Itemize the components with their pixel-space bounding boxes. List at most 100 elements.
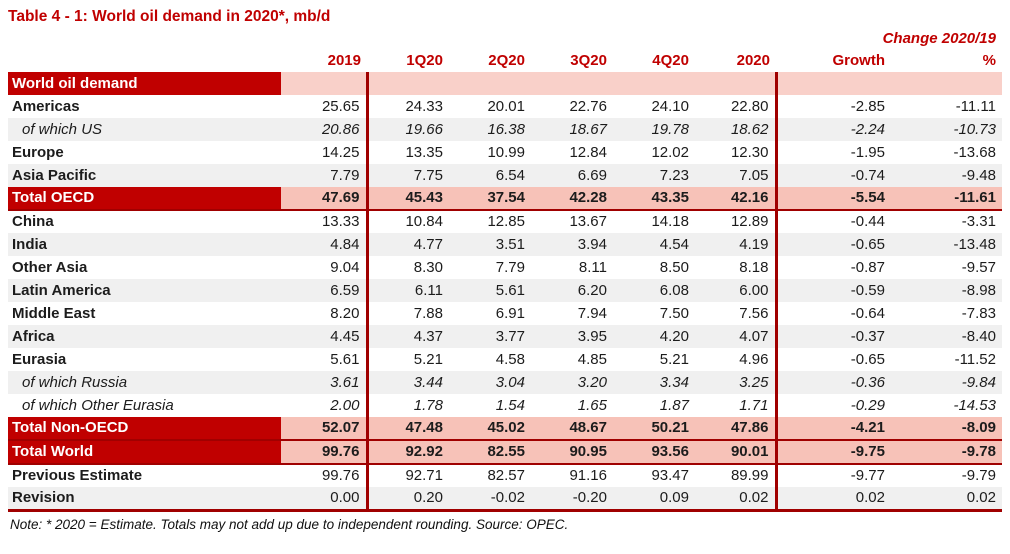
- value-cell: 90.01: [695, 440, 778, 465]
- value-cell: 1.71: [695, 394, 778, 417]
- value-cell: 1.87: [659, 396, 689, 414]
- row-label: Eurasia: [12, 350, 67, 368]
- table-row: Other Asia 9.04 8.30 7.79 8.11 8.50 8.18 -0.87 -…: [8, 256, 1002, 279]
- value-cell: -0.20: [531, 487, 613, 511]
- column-header: 1Q20: [406, 52, 443, 69]
- value-cell: 50.21: [613, 417, 695, 441]
- value-cell: 3.20: [531, 371, 613, 394]
- section-header-row: World oil demand: [8, 72, 1002, 95]
- value-cell: 6.69: [531, 164, 613, 187]
- value-cell: 7.94: [577, 304, 607, 322]
- value-cell: 12.89: [695, 210, 778, 233]
- table-row: Latin America 6.59 6.11 5.61 6.20 6.08 6.00 -0.…: [8, 279, 1002, 302]
- value-cell: 3.25: [695, 371, 778, 394]
- table-row: China 13.33 10.84 12.85 13.67 14.18 12.89 -0.44…: [8, 210, 1002, 233]
- table-row: Previous Estimate 99.76 92.71 82.57 91.16 93.…: [8, 464, 1002, 487]
- column-header: 4Q20: [652, 52, 689, 69]
- value-cell: 99.76: [281, 464, 369, 487]
- value-cell: 92.92: [367, 440, 449, 465]
- value-cell: 13.33: [281, 210, 369, 233]
- column-header: 2Q20: [488, 52, 525, 69]
- value-cell: 6.54: [449, 164, 531, 187]
- value-cell: 3.04: [449, 371, 531, 394]
- value-cell: 20.01: [487, 97, 525, 115]
- table-row: Middle East 8.20 7.88 6.91 7.94 7.50 7.56 -0.64…: [8, 302, 1002, 325]
- value-cell: -14.53: [953, 396, 996, 414]
- value-cell: 52.07: [281, 417, 369, 441]
- value-cell: -5.54: [776, 187, 891, 211]
- value-cell: 7.75: [367, 164, 449, 187]
- table-row: Eurasia 5.61 5.21 4.58 4.85 5.21 4.96 -0.65 -11.…: [8, 348, 1002, 371]
- value-cell: 8.30: [413, 258, 443, 276]
- value-cell: 5.21: [659, 350, 689, 368]
- column-header: %: [982, 52, 996, 69]
- value-cell: 22.80: [695, 95, 778, 118]
- section-header-cell: [695, 72, 778, 95]
- value-cell: 10.84: [405, 213, 443, 230]
- value-cell: 99.76: [281, 440, 369, 465]
- value-cell: 24.10: [651, 97, 689, 115]
- value-cell: 24.33: [405, 97, 443, 115]
- column-header: Growth: [832, 52, 886, 69]
- value-cell: -0.29: [850, 396, 885, 414]
- table-row: Africa 4.45 4.37 3.77 3.95 4.20 4.07 -0.37 -8.40: [8, 325, 1002, 348]
- row-label: of which US: [8, 118, 281, 141]
- value-cell: 1.78: [413, 396, 443, 414]
- value-cell: 20.86: [281, 118, 369, 141]
- value-cell: 0.02: [776, 487, 891, 511]
- value-cell: -2.85: [850, 97, 885, 115]
- row-label: Previous Estimate: [12, 467, 143, 484]
- value-cell: -0.65: [850, 350, 885, 368]
- value-cell: 19.78: [613, 118, 695, 141]
- value-cell: 0.20: [367, 487, 449, 511]
- value-cell: 42.16: [695, 187, 778, 211]
- value-cell: 48.67: [531, 417, 613, 441]
- value-cell: 91.16: [569, 467, 607, 484]
- value-cell: 4.45: [281, 325, 369, 348]
- value-cell: 3.95: [531, 325, 613, 348]
- value-cell: -1.95: [850, 143, 885, 161]
- report-page: Table 4 - 1: World oil demand in 2020*, …: [8, 8, 1002, 532]
- value-cell: -9.77: [850, 467, 885, 484]
- section-header-cell: [367, 72, 449, 95]
- section-header-cell: [891, 72, 1002, 95]
- value-cell: 4.37: [367, 325, 449, 348]
- value-cell: 13.67: [569, 213, 607, 230]
- value-cell: 14.18: [651, 213, 689, 230]
- value-cell: 18.62: [695, 118, 778, 141]
- row-label: Revision: [8, 487, 281, 511]
- row-label: Total World: [8, 440, 281, 465]
- value-cell: 6.11: [367, 279, 449, 302]
- change-header-row: Change 2020/19: [8, 30, 1002, 50]
- value-cell: -10.73: [891, 118, 1002, 141]
- value-cell: -9.84: [891, 371, 1002, 394]
- table-row: Revision 0.00 0.20 -0.02 -0.20 0.09 0.02 0.02 0.…: [8, 487, 1002, 511]
- value-cell: 8.20: [281, 302, 369, 325]
- value-cell: 3.77: [449, 325, 531, 348]
- value-cell: 82.55: [449, 440, 531, 465]
- value-cell: 0.02: [891, 487, 1002, 511]
- value-cell: 12.02: [651, 143, 689, 161]
- column-header: 2020: [736, 52, 770, 69]
- value-cell: 12.30: [695, 141, 778, 164]
- value-cell: 10.99: [487, 143, 525, 161]
- value-cell: 4.84: [281, 233, 369, 256]
- value-cell: 47.48: [367, 417, 449, 441]
- value-cell: 7.88: [413, 304, 443, 322]
- table-row: of which Russia 3.61 3.44 3.04 3.20 3.34 3.25-…: [8, 371, 1002, 394]
- value-cell: 2.00: [281, 394, 369, 417]
- value-cell: -9.57: [961, 258, 996, 276]
- value-cell: 37.54: [449, 187, 531, 211]
- section-header-cell: [613, 72, 695, 95]
- row-label: India: [8, 233, 281, 256]
- table-row: Total Non-OECD 52.07 47.48 45.02 48.67 50.21 4…: [8, 417, 1002, 441]
- value-cell: -13.68: [953, 143, 996, 161]
- section-header-cell: [776, 72, 891, 95]
- value-cell: 3.34: [613, 371, 695, 394]
- value-cell: 4.77: [367, 233, 449, 256]
- row-label: Total Non-OECD: [8, 417, 281, 441]
- section-header-cell: [449, 72, 531, 95]
- value-cell: -0.37: [776, 325, 891, 348]
- value-cell: 9.04: [281, 256, 369, 279]
- value-cell: 4.07: [695, 325, 778, 348]
